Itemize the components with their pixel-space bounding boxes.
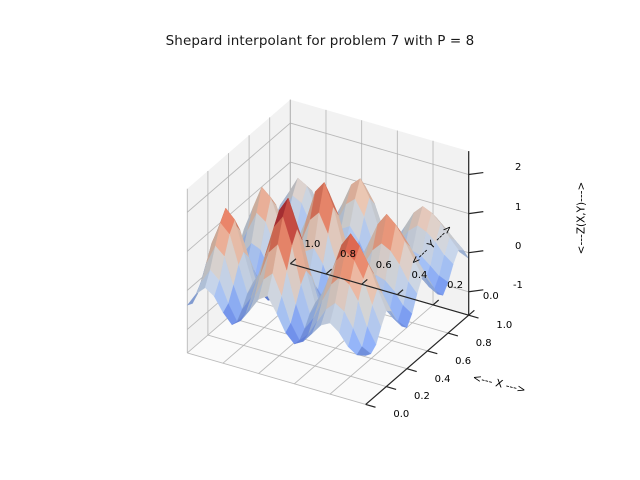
z-tick-label-0: -1 <box>512 279 523 291</box>
plot-title: Shepard interpolant for problem 7 with P… <box>165 33 475 49</box>
z-tick-label-3: 2 <box>514 162 522 174</box>
z-axis-title: <---Z(X,Y)---> <box>575 181 588 255</box>
x-tick-label-2: 0.4 <box>434 373 451 385</box>
axis-tick-marks <box>289 171 484 408</box>
axis-spines <box>290 151 470 405</box>
x-tick-label-0: 0.0 <box>393 409 410 421</box>
y-tick-label-4: 0.8 <box>340 249 357 261</box>
y-tick-label-3: 0.6 <box>375 259 392 271</box>
y-tick-label-1: 0.2 <box>447 280 464 292</box>
z-tick-label-2: 1 <box>514 201 522 213</box>
x-tick-label-5: 1.0 <box>496 320 513 331</box>
x-tick-label-4: 0.8 <box>475 337 492 349</box>
x-tick-label-3: 0.6 <box>455 355 472 367</box>
y-tick-label-0: 0.0 <box>482 290 499 302</box>
y-tick-label-5: 1.0 <box>304 239 321 251</box>
z-tick-label-1: 0 <box>514 240 522 252</box>
x-tick-label-1: 0.2 <box>413 391 430 403</box>
surface-mesh <box>186 177 469 356</box>
y-tick-label-2: 0.4 <box>411 269 428 281</box>
